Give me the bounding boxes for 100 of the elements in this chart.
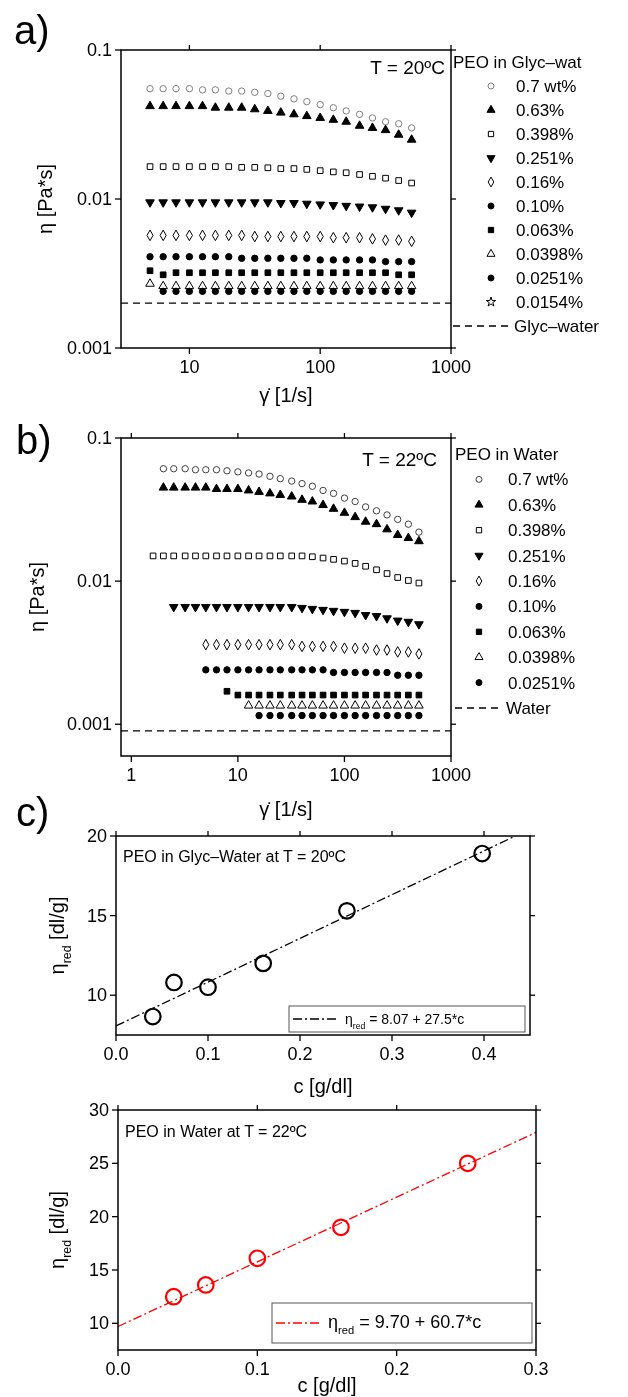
point (143, 1007, 162, 1026)
point (342, 107, 350, 115)
point (338, 901, 356, 920)
point (361, 668, 370, 677)
y-tick-label: 0.01 (76, 189, 112, 209)
legend-label: Water (506, 699, 552, 718)
point (199, 163, 206, 170)
point (382, 523, 392, 533)
point (392, 617, 403, 627)
y-tick-label: 0.1 (86, 40, 112, 60)
point (286, 491, 297, 500)
point (361, 711, 370, 720)
point (394, 287, 403, 296)
text: b) (16, 418, 52, 462)
point (319, 691, 327, 699)
point (354, 120, 365, 129)
point (328, 607, 339, 617)
point (277, 92, 285, 100)
point (159, 253, 167, 261)
point (394, 671, 402, 679)
point (184, 199, 195, 208)
point (172, 269, 180, 277)
point (340, 711, 349, 720)
point (407, 287, 416, 296)
point (328, 503, 339, 512)
point (255, 470, 263, 478)
point (212, 666, 221, 674)
y-tick-label: 15 (88, 1260, 109, 1280)
point (404, 711, 413, 720)
point (368, 256, 377, 264)
point (199, 269, 206, 277)
text: a) (14, 8, 50, 52)
x-tick-label: 100 (305, 357, 336, 377)
point (329, 287, 338, 296)
point (315, 201, 325, 210)
point (329, 668, 338, 677)
point (211, 603, 222, 613)
point (330, 269, 337, 277)
point (415, 691, 423, 699)
point (298, 479, 306, 488)
point (172, 253, 180, 261)
y-axis-title: η [Pa*s] (34, 163, 56, 235)
point (351, 691, 359, 699)
point (288, 691, 296, 699)
point (339, 700, 350, 709)
point (380, 124, 391, 134)
annotation: T = 22ºC (362, 449, 437, 470)
point (415, 711, 423, 720)
point (249, 199, 260, 208)
point (254, 486, 264, 495)
point (286, 603, 297, 613)
point (265, 487, 275, 497)
point (367, 122, 378, 131)
point (328, 114, 339, 123)
point (341, 202, 351, 212)
text: c) (16, 790, 50, 834)
point (394, 257, 403, 266)
point (351, 668, 359, 677)
point (254, 700, 264, 709)
point (414, 700, 424, 709)
x-tick-label: 1000 (430, 357, 472, 377)
legend-title: PEO in Water (455, 445, 559, 464)
point (251, 287, 259, 296)
point (289, 200, 299, 209)
y-tick-label: 20 (88, 1206, 109, 1227)
point (403, 532, 414, 542)
point (243, 700, 254, 709)
point (222, 483, 232, 493)
point (303, 254, 311, 262)
point (340, 668, 349, 677)
point (236, 280, 247, 290)
point (170, 552, 178, 560)
point (264, 89, 272, 98)
point (249, 103, 260, 113)
point (415, 671, 423, 679)
point (223, 666, 231, 674)
point (266, 666, 274, 674)
point (319, 486, 327, 495)
point (234, 468, 242, 476)
point (238, 269, 245, 277)
legend-label: 0.398% (508, 521, 566, 541)
point (210, 102, 221, 111)
point (223, 102, 234, 111)
point (159, 287, 167, 296)
point (328, 280, 339, 290)
point (380, 280, 391, 290)
point (186, 163, 193, 170)
point (298, 711, 306, 720)
point (289, 280, 299, 290)
point (303, 166, 311, 173)
point (368, 114, 377, 122)
point (383, 570, 391, 577)
point (276, 691, 284, 699)
point (309, 553, 316, 561)
point (181, 552, 189, 560)
point (406, 209, 417, 219)
point (288, 711, 296, 720)
point (266, 472, 274, 480)
point (408, 179, 415, 187)
point (341, 280, 351, 290)
